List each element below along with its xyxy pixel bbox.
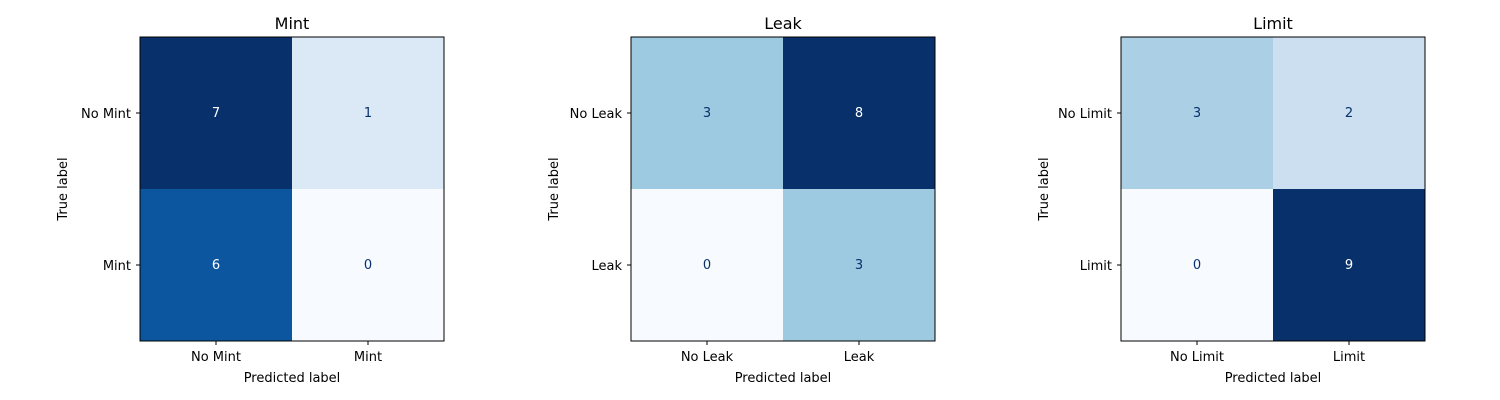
cell-value-label: 3 (703, 106, 711, 121)
heatmap-cell (140, 189, 292, 341)
cell-value-label: 6 (212, 258, 220, 273)
axes-frame (1120, 36, 1426, 342)
x-tick-label: No Mint (191, 350, 241, 365)
heatmap-cell (783, 189, 935, 341)
y-tick-label: Leak (591, 259, 622, 274)
chart-leak: 3 8 0 3 No Leak Leak No Leak Leak Leak Predicted … (547, 14, 936, 386)
x-axis-label: Predicted label (1225, 371, 1322, 386)
heatmap-cell (1273, 37, 1425, 189)
axes-frame (139, 36, 445, 342)
y-axis-label: True label (1037, 157, 1052, 221)
axes-frame (630, 36, 936, 342)
y-tick-label: No Limit (1058, 107, 1112, 122)
x-tick-label: No Leak (681, 350, 734, 365)
cell-value-label: 9 (1345, 258, 1353, 273)
chart-title: Leak (764, 14, 802, 33)
heatmap-cell (292, 189, 444, 341)
cell-value-label: 0 (364, 258, 372, 273)
cell-value-label: 7 (212, 106, 220, 121)
y-tick-label: No Mint (81, 107, 131, 122)
cell-value-label: 0 (703, 258, 711, 273)
x-axis-label: Predicted label (735, 371, 832, 386)
heatmap-cell (292, 37, 444, 189)
y-axis-label: True label (547, 157, 562, 221)
heatmap-cell (1273, 189, 1425, 341)
chart-title: Limit (1253, 14, 1293, 33)
heatmap-cell (1121, 189, 1273, 341)
y-tick-label: No Leak (570, 107, 623, 122)
y-tick-label: Mint (103, 259, 131, 274)
cell-value-label: 3 (1193, 106, 1201, 121)
y-axis-label: True label (56, 157, 71, 221)
x-axis-label: Predicted label (244, 371, 341, 386)
chart-mint: 7 1 6 0 No Mint Mint No Mint Mint Mint Predicted … (56, 14, 445, 386)
heatmap-cell (140, 37, 292, 189)
x-tick-label: No Limit (1170, 350, 1224, 365)
x-tick-label: Leak (844, 350, 875, 365)
cell-value-label: 0 (1193, 258, 1201, 273)
chart-title: Mint (275, 14, 310, 33)
x-tick-label: Limit (1333, 350, 1365, 365)
cell-value-label: 1 (364, 106, 372, 121)
y-tick-label: Limit (1080, 259, 1112, 274)
cell-value-label: 8 (855, 106, 863, 121)
heatmap-cell (1121, 37, 1273, 189)
cell-value-label: 3 (855, 258, 863, 273)
x-tick-label: Mint (354, 350, 382, 365)
heatmap-cell (783, 37, 935, 189)
chart-limit: 3 2 0 9 No Limit Limit No Limit Limit Limit Predi… (1037, 14, 1426, 386)
heatmap-cell (631, 189, 783, 341)
cell-value-label: 2 (1345, 106, 1353, 121)
heatmap-cell (631, 37, 783, 189)
